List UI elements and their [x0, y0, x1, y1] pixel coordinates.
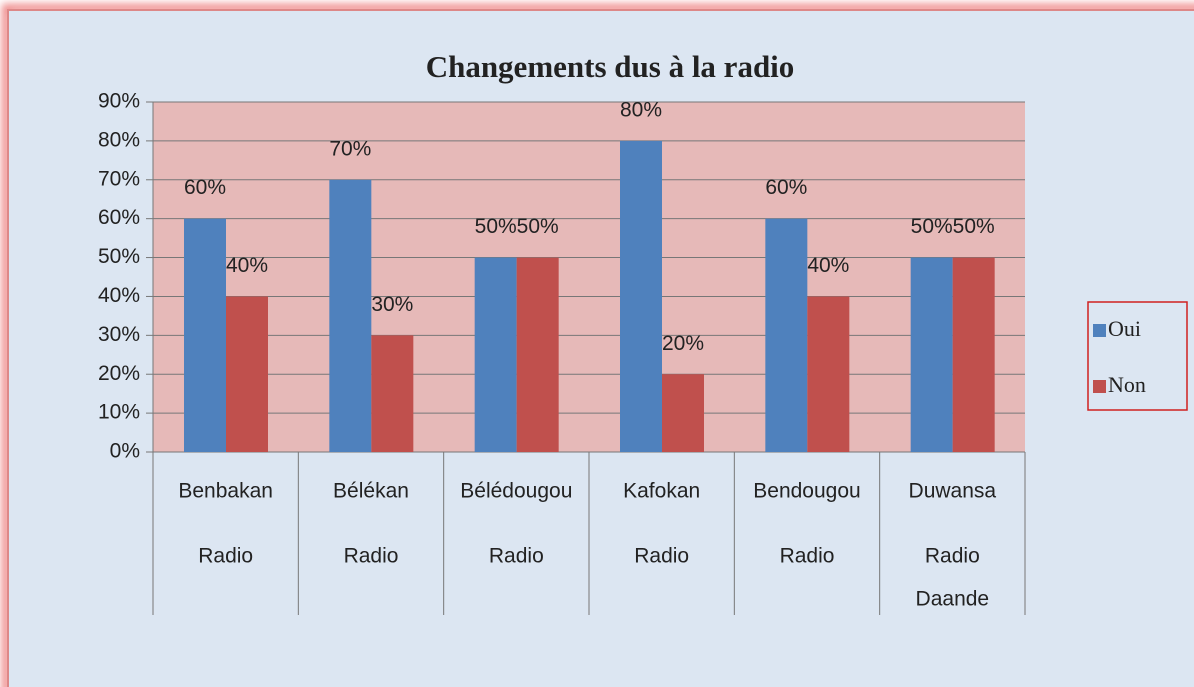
y-tick-label: 90% [98, 90, 140, 113]
y-tick-label: 20% [98, 362, 140, 385]
data-label: 50% [953, 215, 995, 238]
legend-swatch [1093, 380, 1106, 393]
y-tick-label: 80% [98, 128, 140, 151]
data-label: 60% [765, 176, 807, 199]
x-tick-label: Bendougou [753, 480, 860, 503]
data-label: 60% [184, 176, 226, 199]
y-tick-label: 40% [98, 284, 140, 307]
bar [226, 296, 268, 452]
x-tick-label: Kafokan [623, 480, 700, 503]
data-label: 50% [911, 215, 953, 238]
bar [807, 296, 850, 452]
x-tick-label: Radio [925, 545, 980, 568]
legend-swatch [1093, 324, 1106, 337]
y-tick-label: 50% [98, 245, 140, 268]
data-label: 30% [371, 293, 413, 316]
y-tick-label: 70% [98, 167, 140, 190]
x-tick-label: Radio [780, 545, 835, 568]
bar [910, 257, 953, 452]
data-label: 40% [807, 254, 849, 277]
legend-text: Non [1108, 372, 1146, 397]
x-tick-label: Benbakan [178, 480, 273, 503]
bar [371, 335, 414, 452]
data-label: 50% [517, 215, 559, 238]
x-tick-label: Bélékan [333, 480, 409, 503]
y-tick-label: 30% [98, 323, 140, 346]
x-tick-label: Daande [916, 588, 990, 611]
data-label: 50% [475, 215, 517, 238]
y-tick-label: 60% [98, 206, 140, 229]
x-tick-label: Radio [489, 545, 544, 568]
bar [620, 140, 662, 452]
bar [329, 179, 372, 452]
x-tick-label: Radio [634, 545, 689, 568]
y-tick-label: 0% [110, 440, 140, 463]
data-label: 20% [662, 332, 704, 355]
frame-glow [2, 4, 1194, 687]
x-tick-label: Radio [198, 545, 253, 568]
x-tick-label: Radio [344, 545, 399, 568]
data-label: 80% [620, 98, 662, 121]
y-tick-label: 10% [98, 401, 140, 424]
bar [765, 218, 808, 452]
bar [952, 257, 995, 452]
bar [184, 218, 226, 452]
chart-title: Changements dus à la radio [426, 49, 795, 84]
x-tick-label: Bélédougou [460, 480, 572, 503]
x-tick-label: Duwansa [909, 480, 997, 503]
plot-area [153, 102, 1025, 452]
bar [474, 257, 517, 452]
data-label: 70% [329, 137, 371, 160]
bar [516, 257, 559, 452]
data-label: 40% [226, 254, 268, 277]
bar [662, 374, 704, 452]
legend-text: Oui [1108, 316, 1141, 341]
